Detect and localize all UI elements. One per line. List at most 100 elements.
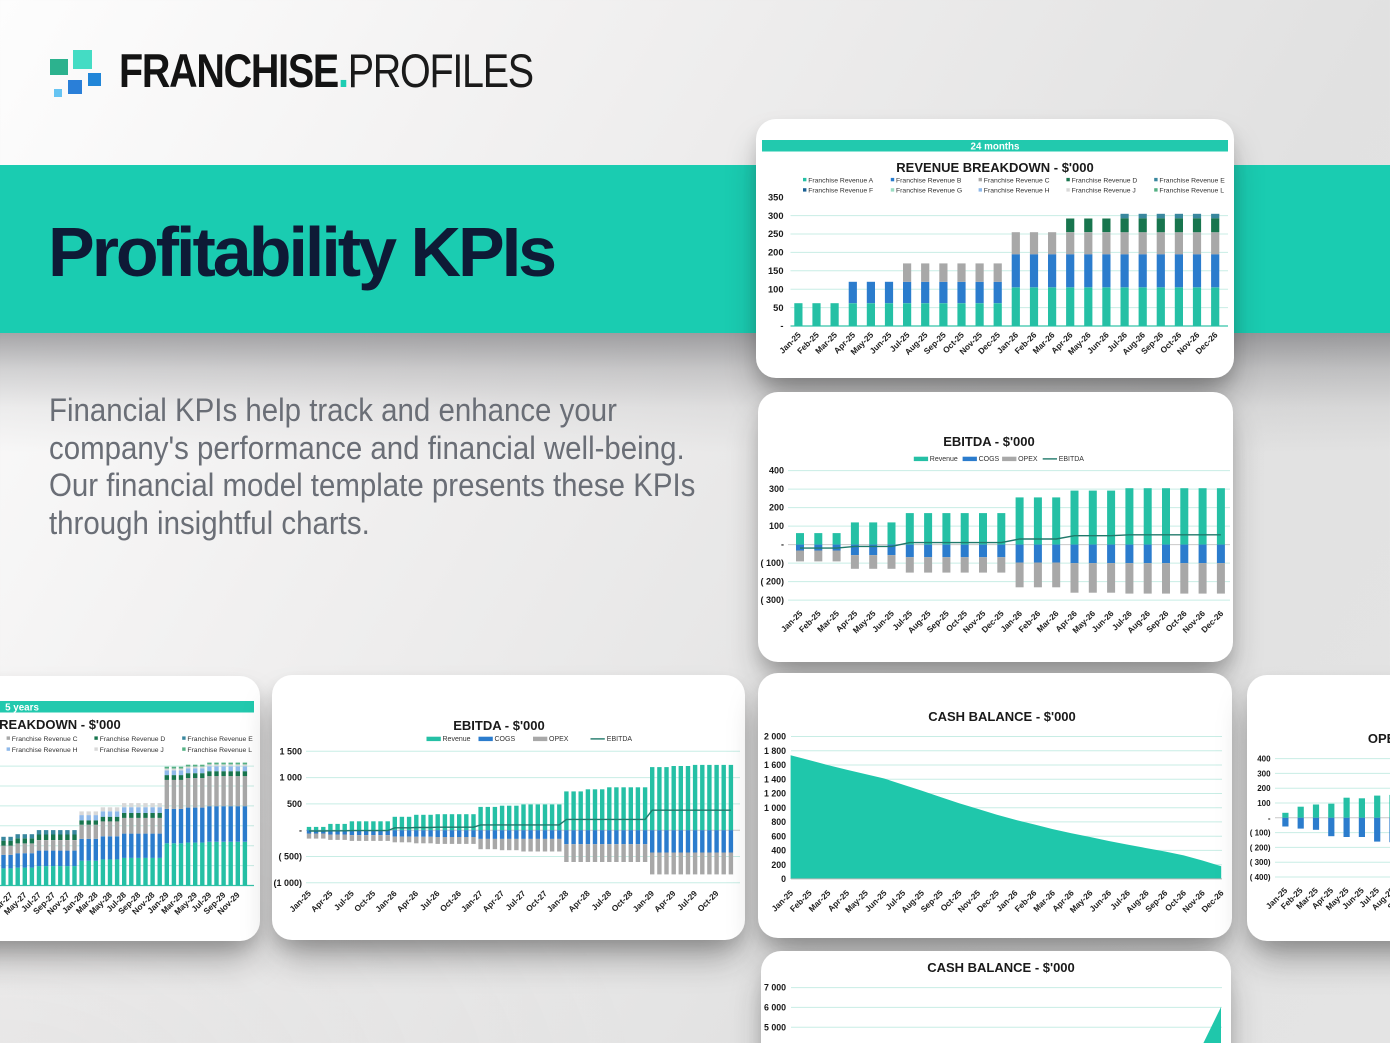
svg-text:-: -	[781, 540, 784, 550]
svg-text:Franchise Revenue C: Franchise Revenue C	[12, 736, 78, 743]
svg-text:5 000: 5 000	[764, 1022, 786, 1032]
svg-text:100: 100	[769, 521, 784, 531]
svg-text:300: 300	[1257, 769, 1271, 778]
svg-text:( 300): ( 300)	[760, 595, 784, 605]
svg-text:COGS: COGS	[979, 456, 1000, 463]
svg-text:5 years: 5 years	[5, 702, 39, 713]
svg-text:1 500: 1 500	[279, 746, 302, 756]
svg-text:Jan-28: Jan-28	[545, 888, 571, 914]
svg-text:300: 300	[768, 211, 784, 221]
svg-text:Apr-29: Apr-29	[652, 888, 678, 914]
svg-text:1 000: 1 000	[279, 773, 302, 783]
svg-text:2 000: 2 000	[764, 732, 786, 742]
svg-text:200: 200	[769, 503, 784, 513]
svg-text:Apr-26: Apr-26	[395, 888, 421, 914]
svg-text:Jul-29: Jul-29	[675, 888, 699, 912]
svg-text:Franchise Revenue J: Franchise Revenue J	[100, 747, 164, 754]
svg-text:( 200): ( 200)	[760, 577, 784, 587]
svg-text:CASH BALANCE - $'000: CASH BALANCE - $'000	[927, 960, 1075, 975]
svg-text:EBITDA: EBITDA	[1059, 456, 1085, 463]
svg-text:Franchise Revenue H: Franchise Revenue H	[12, 747, 78, 754]
svg-text:Jan-26: Jan-26	[373, 888, 399, 914]
svg-text:24 months: 24 months	[971, 141, 1021, 152]
svg-text:Jan-25: Jan-25	[287, 888, 313, 914]
svg-text:REVENUE BREAKDOWN - $'000: REVENUE BREAKDOWN - $'000	[0, 717, 121, 732]
svg-text:0: 0	[781, 874, 786, 884]
svg-text:Jul-25: Jul-25	[332, 888, 356, 912]
svg-text:Apr-27: Apr-27	[480, 888, 506, 914]
svg-text:( 300): ( 300)	[1250, 858, 1271, 867]
svg-text:OPEX: OPEX	[1018, 456, 1038, 463]
svg-text:(1 000): (1 000)	[273, 878, 302, 888]
svg-text:-: -	[780, 321, 783, 331]
svg-text:150: 150	[768, 266, 784, 276]
svg-text:200: 200	[771, 860, 786, 870]
svg-text:Franchise Revenue B: Franchise Revenue B	[896, 177, 962, 184]
svg-text:OPEX: OPEX	[549, 736, 569, 743]
svg-text:Apr-25: Apr-25	[309, 888, 335, 914]
svg-text:REVENUE BREAKDOWN - $'000: REVENUE BREAKDOWN - $'000	[896, 160, 1093, 175]
svg-text:OPERATING CASH FLOW - $'000: OPERATING CASH FLOW - $'000	[1368, 731, 1390, 746]
svg-text:200: 200	[1257, 784, 1271, 793]
svg-text:Jun-26: Jun-26	[1087, 888, 1113, 914]
svg-text:Jul-28: Jul-28	[589, 888, 613, 912]
svg-text:250: 250	[768, 229, 784, 239]
svg-text:Oct-29: Oct-29	[695, 888, 721, 914]
svg-text:Franchise Revenue H: Franchise Revenue H	[984, 188, 1050, 195]
svg-text:Oct-28: Oct-28	[609, 888, 635, 914]
svg-text:( 200): ( 200)	[1250, 843, 1271, 852]
svg-text:Jan-29: Jan-29	[630, 888, 656, 914]
svg-text:Franchise Revenue A: Franchise Revenue A	[808, 177, 873, 184]
svg-text:EBITDA - $'000: EBITDA - $'000	[943, 434, 1034, 449]
svg-text:100: 100	[1257, 799, 1271, 808]
svg-text:Franchise Revenue D: Franchise Revenue D	[1072, 177, 1138, 184]
svg-text:Revenue: Revenue	[443, 736, 471, 743]
svg-text:Franchise Revenue L: Franchise Revenue L	[187, 747, 252, 754]
svg-text:1 000: 1 000	[764, 803, 786, 813]
svg-text:Franchise Revenue D: Franchise Revenue D	[100, 736, 166, 743]
svg-text:800: 800	[771, 817, 786, 827]
svg-text:Jan-27: Jan-27	[459, 888, 485, 914]
svg-text:1 400: 1 400	[764, 774, 786, 784]
svg-text:Oct-27: Oct-27	[524, 888, 550, 914]
svg-text:( 100): ( 100)	[1250, 829, 1271, 838]
svg-text:400: 400	[771, 846, 786, 856]
svg-text:350: 350	[768, 192, 784, 202]
svg-text:( 500): ( 500)	[278, 852, 302, 862]
svg-text:Oct-26: Oct-26	[438, 888, 464, 914]
svg-text:Franchise Revenue F: Franchise Revenue F	[808, 188, 873, 195]
svg-text:Revenue: Revenue	[930, 456, 958, 463]
svg-text:Jul-27: Jul-27	[503, 888, 527, 912]
svg-text:EBITDA - $'000: EBITDA - $'000	[453, 718, 544, 733]
svg-text:Franchise Revenue G: Franchise Revenue G	[896, 188, 962, 195]
svg-text:6 000: 6 000	[764, 1003, 786, 1013]
svg-text:300: 300	[769, 484, 784, 494]
svg-text:CASH BALANCE - $'000: CASH BALANCE - $'000	[928, 709, 1076, 724]
svg-text:Oct-25: Oct-25	[352, 888, 378, 914]
svg-text:-: -	[1268, 814, 1271, 823]
svg-text:Franchise Revenue E: Franchise Revenue E	[1159, 177, 1225, 184]
svg-text:Jun-25: Jun-25	[863, 888, 889, 914]
svg-text:Apr-28: Apr-28	[566, 888, 592, 914]
svg-text:( 100): ( 100)	[760, 558, 784, 568]
svg-text:( 400): ( 400)	[1250, 873, 1271, 882]
svg-text:Franchise Revenue L: Franchise Revenue L	[1159, 188, 1224, 195]
svg-text:400: 400	[769, 466, 784, 476]
svg-text:500: 500	[287, 799, 302, 809]
svg-text:7 000: 7 000	[764, 983, 786, 993]
svg-text:EBITDA: EBITDA	[607, 736, 633, 743]
svg-text:Franchise Revenue C: Franchise Revenue C	[984, 177, 1050, 184]
svg-text:600: 600	[771, 831, 786, 841]
svg-text:1 800: 1 800	[764, 746, 786, 756]
svg-text:400: 400	[1257, 755, 1271, 764]
svg-text:Franchise Revenue J: Franchise Revenue J	[1072, 188, 1136, 195]
svg-text:Jul-26: Jul-26	[418, 888, 442, 912]
svg-text:100: 100	[768, 284, 784, 294]
svg-text:1 600: 1 600	[764, 760, 786, 770]
svg-text:50: 50	[773, 303, 783, 313]
svg-text:Franchise Revenue E: Franchise Revenue E	[187, 736, 253, 743]
svg-text:COGS: COGS	[495, 736, 516, 743]
svg-text:200: 200	[768, 248, 784, 258]
svg-text:1 200: 1 200	[764, 789, 786, 799]
svg-text:-: -	[299, 825, 302, 835]
